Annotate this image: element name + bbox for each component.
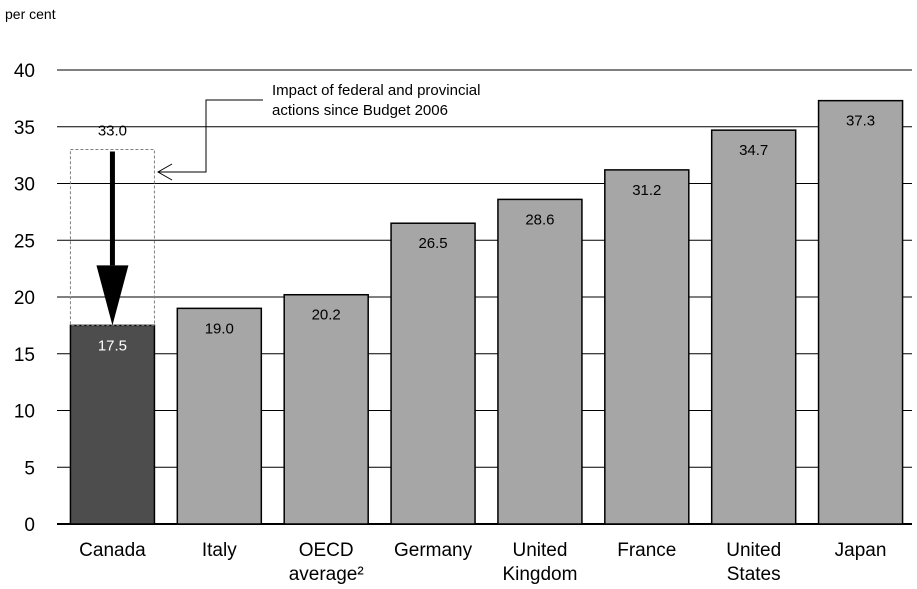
y-tick-label: 15 (14, 345, 35, 366)
impact-annotation: Impact of federal and provincial actions … (156, 82, 480, 181)
bar (817, 99, 904, 525)
annotation-text: actions since Budget 2006 (272, 102, 448, 119)
y-tick-label: 0 (24, 515, 35, 536)
bar-value-label: 19.0 (205, 320, 234, 337)
bar (604, 169, 690, 525)
bar (176, 307, 263, 525)
x-tick-label: France (617, 540, 676, 561)
bar (390, 222, 476, 525)
annotation-text: Impact of federal and provincial (272, 82, 480, 99)
bar (710, 129, 797, 525)
arrow-head (96, 265, 129, 326)
y-tick-label: 25 (14, 231, 35, 252)
bar (497, 198, 583, 525)
bar (283, 293, 369, 525)
prior-rate-label: 33.0 (98, 122, 127, 139)
bar-value-label: 20.2 (312, 307, 341, 324)
x-tick-label: Germany (394, 540, 473, 561)
bar-value-label: 34.7 (739, 142, 768, 159)
y-tick-label: 5 (24, 458, 35, 479)
y-tick-label: 40 (14, 61, 35, 82)
bars: 17.5 19.0 20.2 26.5 28.6 31.2 34.7 37.3 (69, 99, 904, 525)
bar (69, 324, 156, 525)
x-tick-label: United (726, 540, 781, 561)
callout-arrowhead (156, 163, 173, 181)
x-tick-label: Canada (79, 540, 146, 561)
x-tick-label: OECD (299, 540, 354, 561)
y-tick-label: 10 (14, 402, 35, 423)
x-tick-label: Italy (202, 540, 237, 561)
prior-rate-overlay: 33.0 (69, 122, 155, 326)
bar-value-label: 17.5 (98, 337, 127, 354)
y-tick-label: 30 (14, 175, 35, 196)
x-axis-labels: Canada Italy OECD average² Germany United King… (79, 540, 886, 585)
x-tick-label: Japan (835, 540, 887, 561)
x-tick-label: Kingdom (502, 564, 577, 585)
x-tick-label: United (512, 540, 567, 561)
x-tick-label: States (727, 564, 781, 585)
bar-value-label: 26.5 (418, 235, 447, 252)
bar-value-label: 31.2 (632, 182, 661, 199)
x-tick-label: average² (289, 564, 364, 585)
y-tick-label: 35 (14, 118, 35, 139)
bar-value-label: 37.3 (846, 113, 875, 130)
bar-value-label: 28.6 (525, 211, 554, 228)
callout-line (158, 99, 263, 173)
y-tick-label: 20 (14, 288, 35, 309)
y-axis-unit-label: per cent (5, 6, 56, 22)
y-axis-ticks: 0 5 10 15 20 25 30 35 40 (14, 61, 35, 536)
